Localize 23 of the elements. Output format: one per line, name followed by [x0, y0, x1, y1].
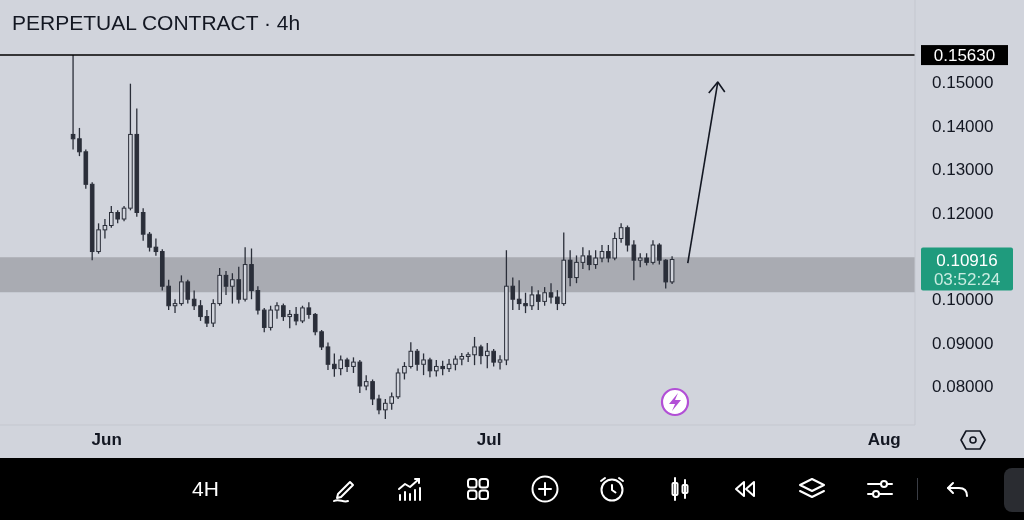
y-tick-label: 0.14000 [932, 116, 994, 136]
candlestick [650, 239, 656, 266]
y-tick-label: 0.15000 [932, 73, 994, 93]
y-tick-label: 0.09000 [932, 333, 994, 353]
y-tick-label: 0.12000 [932, 203, 994, 223]
ref-line-label: 0.15630 [933, 46, 996, 66]
candlestick [599, 244, 605, 264]
x-tick-label: Aug [867, 430, 901, 450]
x-tick-label: Jun [91, 430, 122, 450]
y-tick-label: 0.08000 [932, 377, 994, 396]
candlestick [223, 270, 229, 296]
x-tick-label: Jul [476, 430, 502, 450]
candlestick [376, 393, 382, 415]
candlestick [274, 301, 280, 320]
text: 0.10916 [936, 250, 998, 270]
text: 4H [192, 477, 219, 501]
text: PERPETUAL CONTRACT · 4h [12, 10, 301, 36]
candlestick [497, 354, 503, 371]
y-tick-label: 0.13000 [932, 160, 994, 180]
text: 03:52:24 [933, 269, 1001, 289]
candlestick [548, 282, 554, 305]
y-tick-label: 0.10000 [932, 290, 994, 310]
candlestick [325, 341, 331, 371]
